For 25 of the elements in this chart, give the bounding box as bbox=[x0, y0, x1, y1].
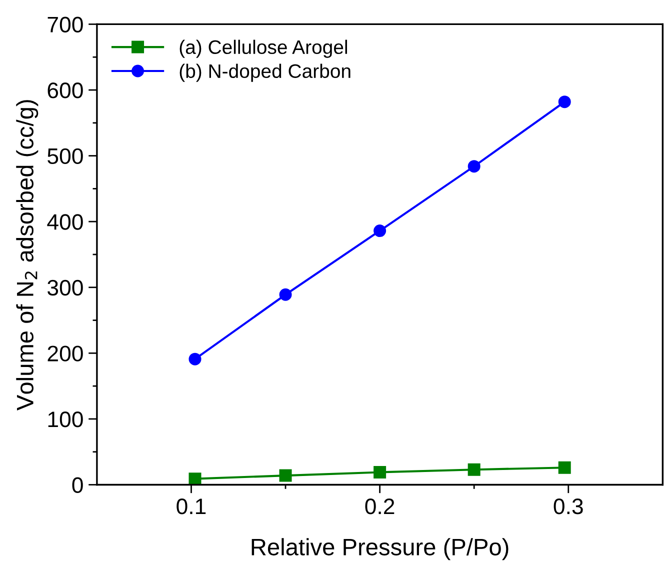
point bbox=[279, 288, 292, 301]
point bbox=[188, 472, 202, 485]
y-tick-label: 400 bbox=[47, 214, 83, 230]
y-tick-label: 700 bbox=[48, 16, 83, 32]
x-axis-title: Relative Pressure (P/Po) bbox=[252, 538, 508, 560]
y-tick-label: 200 bbox=[48, 346, 83, 362]
point bbox=[374, 466, 386, 478]
y-tick-label: 100 bbox=[48, 411, 83, 428]
point bbox=[468, 160, 480, 173]
y-axis-title: Volume of N$_{2}$ adsorbed (cc/g) bbox=[16, 100, 38, 410]
point bbox=[558, 461, 571, 474]
point bbox=[558, 96, 571, 108]
x-tick-label: 0.1 bbox=[176, 498, 206, 514]
y-tick-label: 0 bbox=[72, 477, 83, 494]
point bbox=[468, 463, 480, 476]
legend-label: (a) Cellulose Arogel bbox=[180, 40, 347, 58]
point bbox=[279, 469, 292, 482]
y-tick-label: 300 bbox=[48, 280, 83, 296]
legend-label: (b) N-doped Carbon bbox=[180, 64, 350, 82]
x-tick-label: 0.2 bbox=[365, 498, 394, 514]
y-tick-label: 600 bbox=[48, 82, 83, 98]
point bbox=[188, 352, 202, 366]
y-tick-label: 500 bbox=[48, 148, 83, 164]
x-tick-label: 0.3 bbox=[554, 498, 583, 514]
point bbox=[374, 224, 386, 238]
